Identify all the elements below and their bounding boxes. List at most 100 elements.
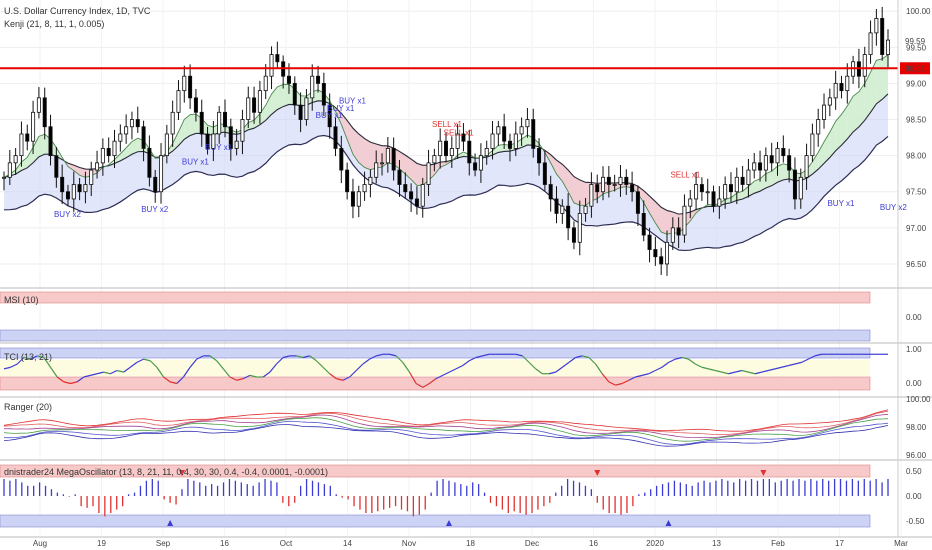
ribbon-segment: [178, 119, 185, 146]
candle: [635, 191, 640, 214]
ribbon-segment: [847, 96, 854, 139]
candle: [484, 148, 489, 157]
tci-line-segment: [475, 355, 483, 359]
candle: [467, 140, 472, 164]
tci-line-segment: [56, 376, 65, 383]
candle: [304, 97, 309, 120]
candle: [769, 155, 774, 164]
candle: [321, 83, 326, 106]
candle: [246, 97, 251, 120]
candle: [327, 104, 332, 128]
tci-line-segment: [76, 376, 85, 383]
ribbon-segment: [777, 163, 784, 183]
buy-marker: [445, 520, 452, 526]
tci-line-segment: [668, 358, 676, 363]
ribbon-segment: [876, 58, 883, 104]
candle: [65, 191, 70, 200]
tci-line-segment: [661, 361, 670, 368]
candle: [380, 162, 385, 165]
tci-line-segment: [807, 355, 816, 360]
tci-line-segment: [43, 357, 52, 368]
tci-line-segment: [701, 366, 709, 370]
tci-line-segment: [16, 357, 25, 365]
candle: [426, 162, 431, 185]
tci-line-segment: [761, 369, 769, 373]
candle: [775, 148, 780, 164]
ribbon-segment: [271, 86, 278, 115]
candle: [159, 155, 164, 193]
tci-line-segment: [369, 355, 377, 360]
ribbon-segment: [637, 186, 644, 203]
tci-line-segment: [322, 366, 331, 375]
tci-title: TCI (13, 21): [4, 352, 52, 362]
ribbon-segment: [812, 152, 819, 175]
candle: [71, 184, 76, 200]
tci-line-segment: [243, 374, 251, 380]
candle: [135, 119, 140, 128]
tci-line-segment: [721, 371, 729, 375]
candle: [292, 83, 297, 106]
candle: [25, 133, 30, 142]
candle: [228, 126, 233, 149]
ribbon-segment: [771, 166, 778, 186]
tci-line-segment: [222, 368, 231, 378]
ribbon-segment: [643, 190, 650, 214]
tci-line-segment: [442, 371, 450, 376]
ribbon-segment: [736, 191, 743, 201]
tci-line-segment: [249, 374, 257, 378]
candle: [461, 133, 466, 142]
candle: [89, 169, 94, 185]
candle: [252, 97, 257, 113]
tci-line-segment: [522, 355, 530, 363]
tci-line-segment: [422, 382, 430, 388]
tci-line-segment: [63, 381, 71, 385]
candle: [455, 133, 460, 149]
osc-title: dnistrader24 MegaOscillator (13, 8, 21, …: [4, 467, 328, 477]
candle: [537, 148, 542, 164]
tci-line-segment: [103, 371, 111, 375]
candle: [333, 126, 338, 149]
tci-line-segment: [734, 369, 742, 373]
level-price-tag: [900, 62, 930, 75]
tci-line-segment: [681, 356, 689, 360]
candle: [746, 169, 751, 185]
tci-line-segment: [555, 366, 563, 373]
msi-title: MSI (10): [4, 295, 39, 305]
ribbon-segment: [341, 113, 348, 140]
chart-title: U.S. Dollar Currency Index, 1D, TVC: [4, 6, 151, 16]
signal-label: BUY x1: [316, 111, 344, 120]
tci-line-segment: [376, 353, 383, 357]
x-tick-label: 2020: [646, 539, 664, 548]
candle: [385, 148, 390, 164]
candle: [542, 162, 547, 185]
candle: [7, 162, 12, 178]
ribbon-segment: [661, 207, 667, 235]
candle: [787, 155, 792, 171]
tci-line-segment: [482, 353, 490, 357]
candle: [124, 126, 129, 135]
candle: [822, 104, 827, 120]
candle: [763, 155, 768, 171]
signal-label: SELL x1: [444, 128, 474, 137]
candle: [60, 176, 65, 193]
candle: [275, 54, 280, 63]
candle: [792, 169, 797, 200]
candle: [740, 176, 745, 185]
x-tick-label: 14: [343, 539, 352, 548]
tci-line-segment: [548, 371, 556, 375]
candle: [502, 126, 507, 142]
tci-line-segment: [262, 371, 271, 378]
envelope-band: [4, 94, 888, 251]
y-tick-label: 96.50: [906, 260, 927, 269]
ribbon-segment: [79, 167, 86, 178]
ranger-tick-high: 100.00: [906, 395, 931, 404]
candle: [31, 111, 36, 142]
candle: [653, 249, 658, 258]
candle: [234, 140, 239, 149]
candle: [257, 90, 262, 113]
last-price-label: 99.59: [905, 37, 926, 46]
signal-label: SELL x1: [670, 170, 700, 179]
candle: [531, 119, 536, 149]
ribbon-segment: [364, 138, 371, 170]
